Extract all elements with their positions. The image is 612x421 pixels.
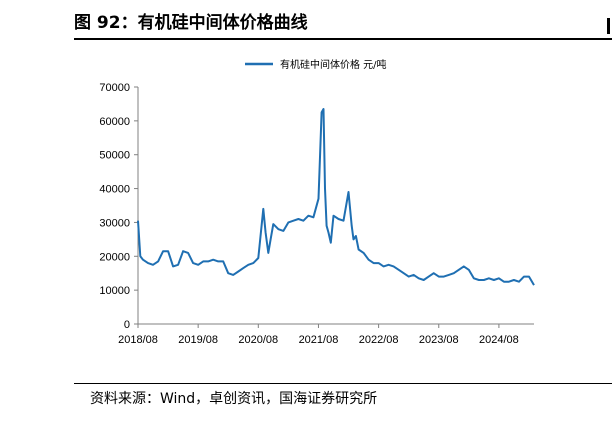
footer-divider (74, 383, 612, 384)
y-tick-label: 60000 (99, 116, 130, 128)
x-tick-label: 2019/08 (178, 334, 218, 346)
legend-label: 有机硅中间体价格 元/吨 (280, 58, 387, 71)
y-tick-label: 10000 (99, 285, 130, 297)
chart-legend: 有机硅中间体价格 元/吨 (245, 58, 387, 71)
title-divider (74, 38, 612, 40)
figure-title: 图 92：有机硅中间体价格曲线 (74, 13, 308, 33)
y-tick-label: 20000 (99, 251, 130, 263)
x-tick-label: 2021/08 (299, 334, 339, 346)
y-tick-label: 0 (124, 319, 130, 331)
edge-marker (607, 18, 610, 34)
x-tick-label: 2020/08 (238, 334, 278, 346)
source-note: 资料来源：Wind，卓创资讯，国海证券研究所 (90, 391, 378, 407)
x-tick-label: 2018/08 (118, 334, 158, 346)
x-axis: 2018/08 2019/08 2020/08 2021/08 2022/08 2023/… (118, 323, 534, 346)
y-tick-label: 30000 (99, 217, 130, 229)
y-tick-label: 70000 (99, 82, 130, 94)
y-tick-label: 50000 (99, 150, 130, 162)
x-tick-label: 2024/08 (479, 334, 519, 346)
y-axis: 0 10000 20000 30000 40000 50000 60000 70000 (99, 82, 139, 331)
y-tick-label: 40000 (99, 184, 130, 196)
series-line-price (137, 108, 535, 286)
x-tick-label: 2022/08 (359, 334, 399, 346)
x-tick-label: 2023/08 (419, 334, 459, 346)
